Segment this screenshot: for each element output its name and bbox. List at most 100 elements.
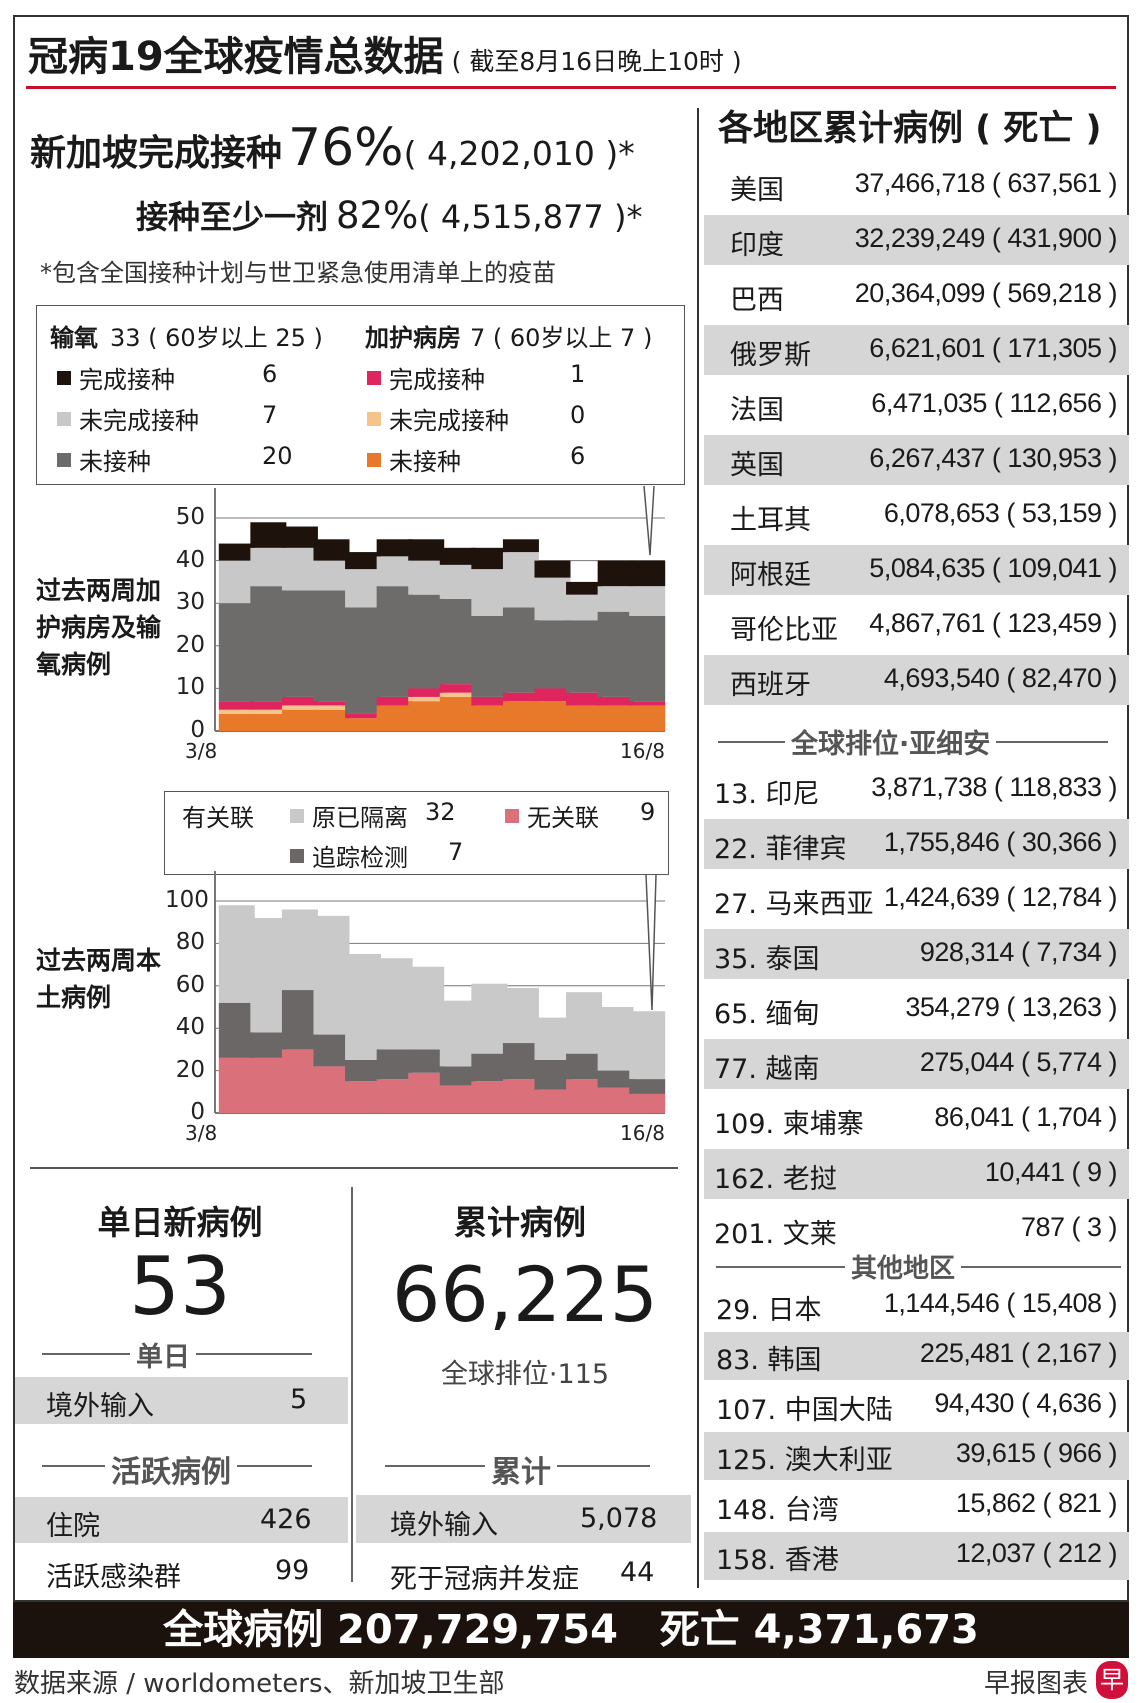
region-row: 77. 越南 275,044 ( 5,774 ) bbox=[704, 1039, 1129, 1089]
legend-swatch bbox=[57, 370, 71, 385]
bar-segment bbox=[376, 1049, 413, 1080]
legend-label: 未完成接种 bbox=[79, 407, 199, 435]
region-row: 阿根廷 5,084,635 ( 109,041 ) bbox=[704, 545, 1129, 595]
region-name: 65. 缅甸 bbox=[714, 999, 820, 1030]
bar-segment bbox=[502, 692, 539, 702]
legend-item: 完成接种 bbox=[57, 360, 175, 395]
legend2-item: 追踪检测 bbox=[290, 838, 408, 873]
bar-segment bbox=[250, 1032, 287, 1058]
legend-icu-title: 加护病房 bbox=[365, 324, 461, 352]
cumulative-rank: 全球排位·115 bbox=[440, 1359, 610, 1390]
title-text: 冠病19全球疫情总数据 bbox=[28, 34, 444, 80]
section-divider bbox=[30, 1167, 678, 1169]
bar-segment bbox=[281, 526, 318, 548]
bar-segment bbox=[250, 522, 287, 548]
region-name: 土耳其 bbox=[730, 505, 811, 536]
region-name: 13. 印尼 bbox=[714, 779, 820, 810]
bar-segment bbox=[345, 954, 382, 1060]
bar-segment bbox=[218, 1002, 255, 1058]
bar-segment bbox=[376, 1079, 413, 1113]
bar-segment bbox=[313, 1034, 350, 1067]
region-name: 125. 澳大利亚 bbox=[716, 1445, 893, 1476]
bar-segment bbox=[439, 547, 476, 565]
bar-segment bbox=[597, 1070, 634, 1088]
bar-segment bbox=[534, 577, 571, 621]
legend-oxygen-total: 33 ( 60岁以上 25 ) bbox=[110, 324, 323, 352]
region-name: 77. 越南 bbox=[714, 1054, 820, 1085]
region-name: 西班牙 bbox=[730, 670, 811, 701]
bar-segment bbox=[597, 1087, 634, 1113]
bar-segment bbox=[281, 705, 318, 710]
bar-segment bbox=[250, 586, 287, 702]
bar-segment bbox=[281, 1049, 318, 1113]
region-row: 35. 泰国 928,314 ( 7,734 ) bbox=[704, 929, 1129, 979]
asean-title: 全球排位·亚细安 bbox=[785, 722, 997, 761]
page-title: 冠病19全球疫情总数据( 截至8月16日晚上10时 ) bbox=[28, 24, 742, 82]
daily-section-label: 单日 bbox=[130, 1335, 196, 1374]
active-row bbox=[15, 1497, 348, 1543]
region-row: 27. 马来西亚 1,424,639 ( 12,784 ) bbox=[704, 874, 1129, 924]
bar-segment bbox=[534, 688, 571, 702]
region-value: 225,481 ( 2,167 ) bbox=[919, 1338, 1118, 1368]
bar-segment bbox=[408, 701, 445, 731]
bar-segment bbox=[313, 590, 350, 702]
daily-row bbox=[15, 1377, 348, 1424]
bar-segment bbox=[502, 1079, 539, 1113]
legend-label: 未接种 bbox=[389, 448, 461, 476]
region-value: 4,867,761 ( 123,459 ) bbox=[869, 608, 1117, 638]
bar-segment bbox=[566, 581, 603, 595]
bar-segment bbox=[629, 560, 666, 587]
legend-value: 9 bbox=[640, 798, 656, 826]
partial-pct: 82% bbox=[336, 194, 419, 237]
legend-value: 7 bbox=[262, 401, 278, 429]
bar-segment bbox=[597, 586, 634, 612]
bar-segment bbox=[408, 594, 445, 689]
bar-segment bbox=[345, 552, 382, 570]
bar-segment bbox=[345, 569, 382, 608]
region-row: 西班牙 4,693,540 ( 82,470 ) bbox=[704, 655, 1129, 705]
partial-count: ( 4,515,877 )* bbox=[418, 198, 643, 236]
bar-segment bbox=[281, 696, 318, 706]
title-divider bbox=[26, 86, 1116, 89]
region-value: 787 ( 3 ) bbox=[1020, 1212, 1118, 1242]
bar-segment bbox=[281, 709, 318, 731]
bar-segment bbox=[313, 705, 350, 710]
legend-swatch bbox=[57, 452, 71, 467]
region-value: 6,267,437 ( 130,953 ) bbox=[869, 443, 1117, 473]
bar-segment bbox=[471, 1081, 508, 1113]
x-tick-label: 16/8 bbox=[620, 739, 665, 763]
legend2-item: 无关联 bbox=[505, 798, 599, 833]
legend-value: 0 bbox=[570, 401, 586, 429]
cumulative-row bbox=[356, 1495, 691, 1543]
bar-segment bbox=[439, 598, 476, 685]
active-section-label: 活跃病例 bbox=[105, 1447, 237, 1491]
region-value: 1,424,639 ( 12,784 ) bbox=[883, 882, 1118, 912]
region-name: 阿根廷 bbox=[730, 560, 811, 591]
legend-swatch bbox=[57, 411, 71, 426]
region-value: 12,037 ( 212 ) bbox=[955, 1538, 1118, 1568]
global-totals-bar: 全球病例 207,729,754 死亡 4,371,673 bbox=[13, 1602, 1129, 1658]
region-name: 俄罗斯 bbox=[730, 340, 811, 371]
y-tick-label: 0 bbox=[190, 1099, 205, 1125]
bar-segment bbox=[502, 701, 539, 731]
bar-segment bbox=[250, 709, 287, 714]
bar-segment bbox=[376, 556, 413, 587]
bar-segment bbox=[376, 696, 413, 706]
legend-item: 未接种 bbox=[57, 442, 151, 477]
global-cases: 207,729,754 bbox=[337, 1607, 618, 1653]
legend-swatch bbox=[367, 370, 381, 385]
infographic-frame bbox=[13, 15, 1129, 1602]
region-row: 巴西 20,364,099 ( 569,218 ) bbox=[704, 270, 1129, 320]
bar-segment bbox=[313, 709, 350, 731]
region-value: 275,044 ( 5,774 ) bbox=[919, 1047, 1118, 1077]
region-value: 37,466,718 ( 637,561 ) bbox=[854, 168, 1118, 198]
region-name: 巴西 bbox=[730, 285, 784, 316]
region-row: 158. 香港 12,037 ( 212 ) bbox=[704, 1532, 1129, 1580]
cumulative-section-label: 累计 bbox=[485, 1447, 557, 1491]
data-source: 数据来源 / worldometers、新加坡卫生部 bbox=[14, 1669, 505, 1699]
region-row: 13. 印尼 3,871,738 ( 118,833 ) bbox=[704, 764, 1129, 814]
region-row: 107. 中国大陆 94,430 ( 4,636 ) bbox=[704, 1382, 1129, 1430]
full-count: ( 4,202,010 )* bbox=[403, 134, 635, 173]
legend-value: 6 bbox=[262, 360, 278, 388]
bar-segment bbox=[345, 718, 382, 731]
